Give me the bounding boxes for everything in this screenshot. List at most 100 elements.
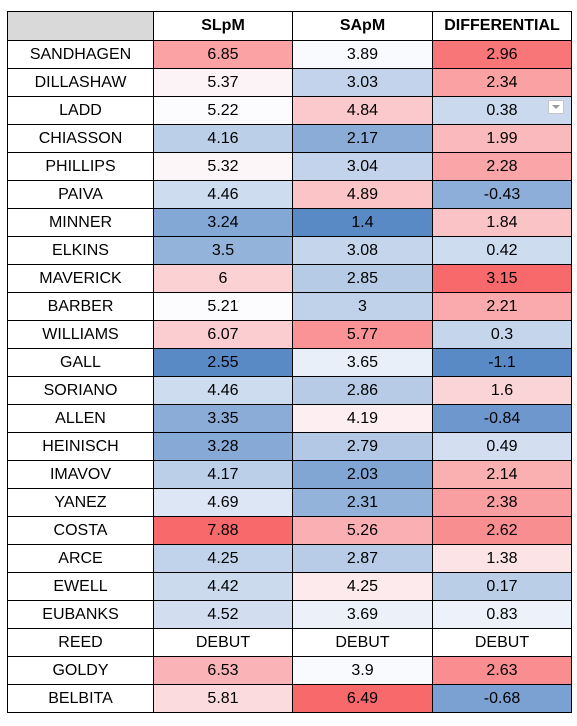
slpm-cell[interactable]: 4.46 [153, 180, 293, 209]
slpm-cell[interactable]: 6 [153, 264, 293, 293]
slpm-cell[interactable]: 5.37 [153, 68, 293, 97]
differential-cell[interactable]: 3.15 [432, 264, 572, 293]
sapm-cell[interactable]: 5.77 [292, 320, 433, 349]
sapm-cell[interactable]: 3.03 [292, 68, 433, 97]
sapm-cell[interactable]: 3.04 [292, 152, 433, 181]
slpm-cell[interactable]: DEBUT [153, 628, 293, 657]
fighter-name-cell[interactable]: EWELL [7, 572, 154, 601]
sapm-cell[interactable]: DEBUT [292, 628, 433, 657]
differential-cell[interactable]: 2.96 [432, 40, 572, 69]
differential-cell[interactable]: 1.6 [432, 376, 572, 405]
slpm-cell[interactable]: 4.42 [153, 572, 293, 601]
slpm-cell[interactable]: 6.07 [153, 320, 293, 349]
fighter-name-cell[interactable]: MINNER [7, 208, 154, 237]
sapm-cell[interactable]: 3.65 [292, 348, 433, 377]
sapm-cell[interactable]: 3.9 [292, 656, 433, 685]
slpm-cell[interactable]: 5.32 [153, 152, 293, 181]
sapm-cell[interactable]: 2.87 [292, 544, 433, 573]
slpm-cell[interactable]: 3.35 [153, 404, 293, 433]
fighter-name-cell[interactable]: REED [7, 628, 154, 657]
slpm-cell[interactable]: 3.28 [153, 432, 293, 461]
sapm-cell[interactable]: 2.86 [292, 376, 433, 405]
slpm-cell[interactable]: 6.53 [153, 656, 293, 685]
differential-cell[interactable]: -0.43 [432, 180, 572, 209]
differential-cell[interactable]: 0.17 [432, 572, 572, 601]
fighter-name-cell[interactable]: ARCE [7, 544, 154, 573]
header-slpm[interactable]: SLpM [153, 11, 293, 41]
fighter-name-cell[interactable]: MAVERICK [7, 264, 154, 293]
fighter-name-cell[interactable]: GALL [7, 348, 154, 377]
slpm-cell[interactable]: 5.22 [153, 96, 293, 125]
differential-cell[interactable]: DEBUT [432, 628, 572, 657]
differential-cell[interactable]: 0.83 [432, 600, 572, 629]
slpm-cell[interactable]: 4.46 [153, 376, 293, 405]
slpm-cell[interactable]: 4.52 [153, 600, 293, 629]
differential-cell[interactable]: 2.28 [432, 152, 572, 181]
sapm-cell[interactable]: 4.25 [292, 572, 433, 601]
slpm-cell[interactable]: 5.21 [153, 292, 293, 321]
sapm-cell[interactable]: 2.03 [292, 460, 433, 489]
sapm-cell[interactable]: 2.31 [292, 488, 433, 517]
header-corner-cell[interactable] [7, 11, 154, 41]
differential-cell[interactable]: -1.1 [432, 348, 572, 377]
fighter-name-cell[interactable]: ELKINS [7, 236, 154, 265]
fighter-name-cell[interactable]: HEINISCH [7, 432, 154, 461]
fighter-name-cell[interactable]: EUBANKS [7, 600, 154, 629]
header-sapm[interactable]: SApM [292, 11, 433, 41]
differential-cell[interactable]: 2.38 [432, 488, 572, 517]
sapm-cell[interactable]: 2.17 [292, 124, 433, 153]
differential-cell[interactable]: 2.34 [432, 68, 572, 97]
fighter-name-cell[interactable]: PAIVA [7, 180, 154, 209]
sapm-cell[interactable]: 2.79 [292, 432, 433, 461]
fighter-name-cell[interactable]: SORIANO [7, 376, 154, 405]
differential-cell[interactable]: 1.38 [432, 544, 572, 573]
differential-cell[interactable]: 0.49 [432, 432, 572, 461]
slpm-cell[interactable]: 4.16 [153, 124, 293, 153]
slpm-cell[interactable]: 3.5 [153, 236, 293, 265]
sapm-cell[interactable]: 3.69 [292, 600, 433, 629]
fighter-name-cell[interactable]: PHILLIPS [7, 152, 154, 181]
fighter-name-cell[interactable]: DILLASHAW [7, 68, 154, 97]
differential-cell[interactable]: 2.63 [432, 656, 572, 685]
differential-cell[interactable]: 2.14 [432, 460, 572, 489]
differential-cell[interactable]: 0.42 [432, 236, 572, 265]
fighter-name-cell[interactable]: BELBITA [7, 684, 154, 713]
sapm-cell[interactable]: 6.49 [292, 684, 433, 713]
sapm-cell[interactable]: 4.84 [292, 96, 433, 125]
slpm-cell[interactable]: 4.25 [153, 544, 293, 573]
slpm-cell[interactable]: 4.69 [153, 488, 293, 517]
slpm-cell[interactable]: 5.81 [153, 684, 293, 713]
sapm-cell[interactable]: 3.89 [292, 40, 433, 69]
fighter-name-cell[interactable]: BARBER [7, 292, 154, 321]
sapm-cell[interactable]: 4.19 [292, 404, 433, 433]
fighter-name-cell[interactable]: CHIASSON [7, 124, 154, 153]
slpm-cell[interactable]: 3.24 [153, 208, 293, 237]
sapm-cell[interactable]: 3.08 [292, 236, 433, 265]
differential-cell[interactable]: -0.68 [432, 684, 572, 713]
sapm-cell[interactable]: 5.26 [292, 516, 433, 545]
sapm-cell[interactable]: 2.85 [292, 264, 433, 293]
slpm-cell[interactable]: 4.17 [153, 460, 293, 489]
differential-cell[interactable]: 1.84 [432, 208, 572, 237]
differential-cell[interactable]: 1.99 [432, 124, 572, 153]
slpm-cell[interactable]: 6.85 [153, 40, 293, 69]
differential-cell[interactable]: 2.21 [432, 292, 572, 321]
fighter-name-cell[interactable]: COSTA [7, 516, 154, 545]
slpm-cell[interactable]: 7.88 [153, 516, 293, 545]
differential-cell[interactable]: -0.84 [432, 404, 572, 433]
header-differential[interactable]: DIFFERENTIAL [432, 11, 572, 41]
dropdown-arrow-icon[interactable] [548, 100, 564, 114]
fighter-name-cell[interactable]: ALLEN [7, 404, 154, 433]
fighter-name-cell[interactable]: YANEZ [7, 488, 154, 517]
fighter-name-cell[interactable]: LADD [7, 96, 154, 125]
sapm-cell[interactable]: 3 [292, 292, 433, 321]
differential-cell[interactable]: 2.62 [432, 516, 572, 545]
differential-cell[interactable]: 0.3 [432, 320, 572, 349]
fighter-name-cell[interactable]: WILLIAMS [7, 320, 154, 349]
fighter-name-cell[interactable]: IMAVOV [7, 460, 154, 489]
fighter-name-cell[interactable]: SANDHAGEN [7, 40, 154, 69]
sapm-cell[interactable]: 4.89 [292, 180, 433, 209]
slpm-cell[interactable]: 2.55 [153, 348, 293, 377]
sapm-cell[interactable]: 1.4 [292, 208, 433, 237]
fighter-name-cell[interactable]: GOLDY [7, 656, 154, 685]
